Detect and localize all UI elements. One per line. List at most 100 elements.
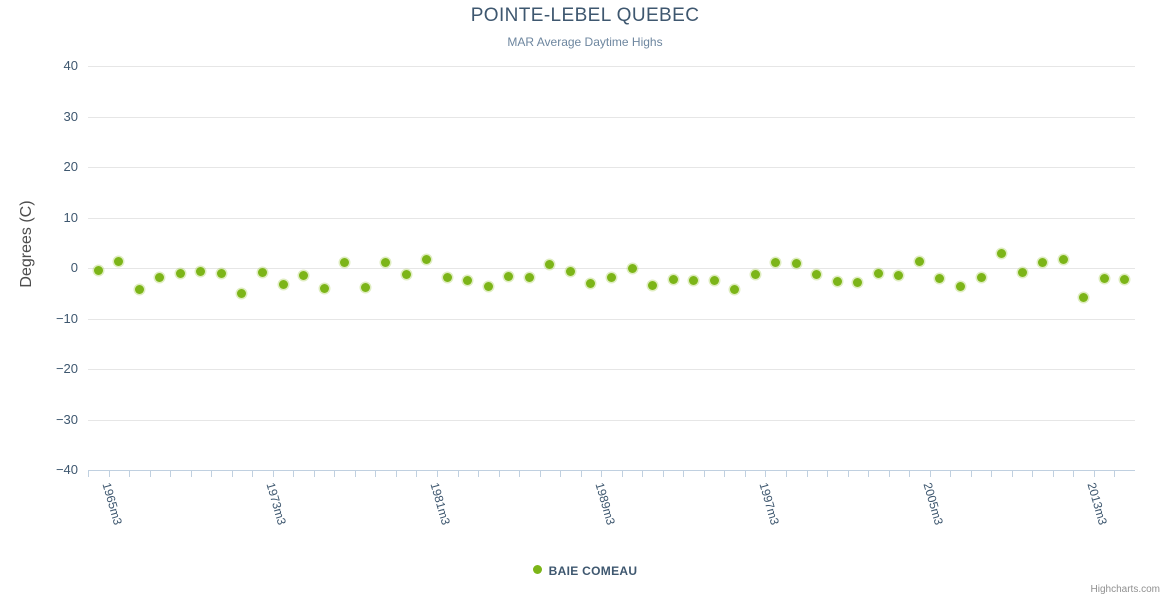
data-point[interactable]: [504, 271, 514, 281]
x-axis-tick: [1032, 471, 1034, 477]
data-point[interactable]: [1099, 274, 1109, 284]
data-point[interactable]: [997, 248, 1007, 258]
data-point[interactable]: [463, 275, 473, 285]
data-point[interactable]: [196, 266, 206, 276]
gridline: [88, 167, 1135, 168]
data-point[interactable]: [1120, 275, 1130, 285]
x-axis-tick: [868, 471, 870, 477]
x-axis-tick: [272, 471, 274, 477]
data-point[interactable]: [709, 275, 719, 285]
x-axis-tick: [129, 471, 131, 477]
x-axis-tick: [539, 471, 541, 477]
data-point[interactable]: [360, 282, 370, 292]
x-axis-tick: [416, 471, 418, 477]
data-point[interactable]: [340, 258, 350, 268]
x-axis-tick-label: 1997m3: [756, 481, 782, 527]
data-point[interactable]: [812, 270, 822, 280]
data-point[interactable]: [565, 266, 575, 276]
x-axis-tick: [786, 471, 787, 477]
x-axis-tick: [621, 471, 623, 477]
x-axis-tick: [395, 471, 397, 477]
x-axis-tick: [149, 471, 151, 477]
x-axis-tick: [1093, 471, 1095, 477]
gridline: [88, 268, 1135, 269]
data-point[interactable]: [914, 256, 924, 266]
data-point[interactable]: [1058, 254, 1068, 264]
data-point[interactable]: [935, 274, 945, 284]
data-point[interactable]: [771, 258, 781, 268]
data-point[interactable]: [627, 264, 637, 273]
x-axis-tick: [560, 471, 562, 477]
data-point[interactable]: [216, 268, 226, 278]
x-axis-tick: [929, 471, 931, 477]
x-axis-tick: [683, 471, 685, 477]
data-point[interactable]: [689, 276, 699, 286]
data-point[interactable]: [319, 283, 329, 293]
y-axis-tick-label: 20: [63, 159, 78, 174]
y-axis-tick-label: 30: [63, 108, 78, 124]
data-point[interactable]: [832, 276, 842, 286]
data-point[interactable]: [545, 260, 555, 270]
x-axis-tick: [1011, 471, 1013, 477]
data-point[interactable]: [155, 272, 165, 282]
gridline: [88, 318, 1135, 320]
data-point[interactable]: [648, 281, 658, 291]
x-axis-tick: [642, 471, 644, 477]
data-point[interactable]: [237, 289, 247, 299]
data-point[interactable]: [93, 266, 103, 276]
x-axis-tick: [1073, 471, 1075, 477]
data-point[interactable]: [114, 257, 124, 267]
data-point[interactable]: [853, 278, 863, 288]
x-axis-tick: [580, 471, 582, 477]
x-axis-tick-label: 1973m3: [263, 481, 289, 527]
x-axis-tick: [827, 471, 829, 477]
data-point[interactable]: [258, 267, 267, 277]
x-axis-tick: [950, 471, 952, 477]
data-point[interactable]: [668, 275, 678, 285]
y-axis-tick-label: 0: [70, 260, 78, 275]
data-point[interactable]: [1079, 292, 1089, 302]
data-point[interactable]: [422, 255, 432, 265]
x-axis-tick: [519, 471, 521, 477]
gridline: [88, 66, 1135, 67]
x-axis-tick: [170, 471, 172, 477]
data-point[interactable]: [401, 269, 411, 279]
x-axis-tick: [1114, 471, 1116, 477]
y-axis-tick-label: −30: [55, 411, 78, 427]
y-axis-tick-label: −20: [55, 361, 78, 376]
data-point[interactable]: [299, 271, 309, 281]
data-point[interactable]: [134, 284, 144, 294]
data-point[interactable]: [976, 272, 986, 282]
data-point[interactable]: [278, 279, 288, 289]
x-axis-tick: [888, 471, 890, 477]
x-axis-tick: [231, 471, 233, 477]
data-point[interactable]: [1038, 257, 1048, 267]
chart-title: POINTE-LEBEL QUEBEC: [470, 5, 700, 26]
credits-link[interactable]: Highcharts.com: [1090, 584, 1160, 595]
x-axis-tick: [847, 471, 849, 477]
data-point[interactable]: [442, 272, 452, 282]
x-axis-tick: [354, 471, 356, 477]
data-point[interactable]: [750, 269, 760, 279]
x-axis-tick: [662, 471, 664, 477]
legend-marker-icon: [532, 565, 542, 575]
data-point[interactable]: [894, 271, 904, 281]
data-point[interactable]: [791, 259, 801, 269]
data-point[interactable]: [1017, 268, 1027, 278]
data-point[interactable]: [175, 268, 185, 278]
data-point[interactable]: [873, 269, 883, 279]
data-point[interactable]: [956, 281, 965, 291]
x-axis-tick-label: 2013m3: [1084, 481, 1111, 527]
data-point[interactable]: [524, 272, 534, 282]
y-axis-tick-label: −40: [55, 462, 78, 477]
y-axis-tick-label: −10: [55, 310, 78, 326]
data-point[interactable]: [381, 257, 391, 267]
legend-item-baie-comeau[interactable]: BAIE COMEAU: [532, 563, 638, 578]
chart-subtitle: MAR Average Daytime Highs: [507, 35, 663, 49]
data-point[interactable]: [730, 285, 740, 295]
y-axis-tick-label: 10: [63, 209, 78, 225]
data-point[interactable]: [483, 281, 493, 291]
data-point[interactable]: [586, 278, 596, 288]
x-axis-line: [88, 470, 1135, 471]
data-point[interactable]: [607, 272, 616, 282]
